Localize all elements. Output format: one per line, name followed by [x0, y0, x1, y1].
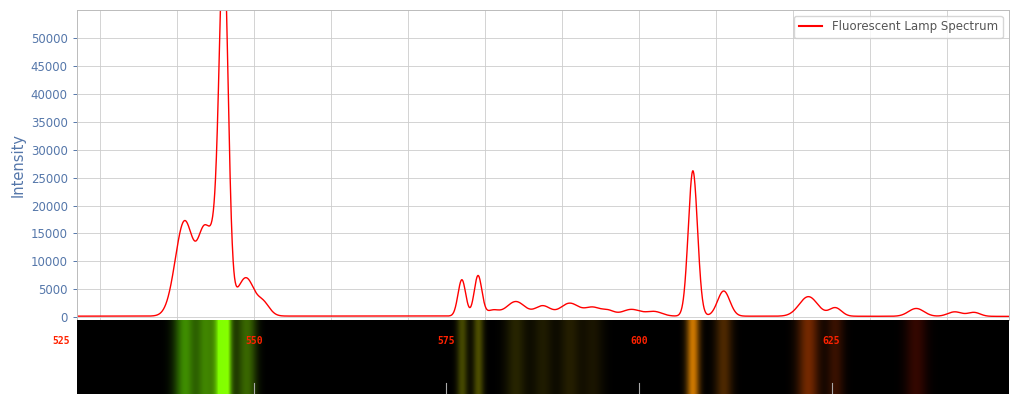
- X-axis label: Wavelength [nm]: Wavelength [nm]: [479, 345, 606, 360]
- Legend: Fluorescent Lamp Spectrum: Fluorescent Lamp Spectrum: [795, 16, 1002, 38]
- Y-axis label: Intensity: Intensity: [10, 133, 26, 197]
- Text: 550: 550: [245, 336, 263, 346]
- Text: 600: 600: [630, 336, 648, 346]
- Text: 575: 575: [437, 336, 456, 346]
- Text: 625: 625: [822, 336, 841, 346]
- Text: 525: 525: [52, 336, 71, 346]
